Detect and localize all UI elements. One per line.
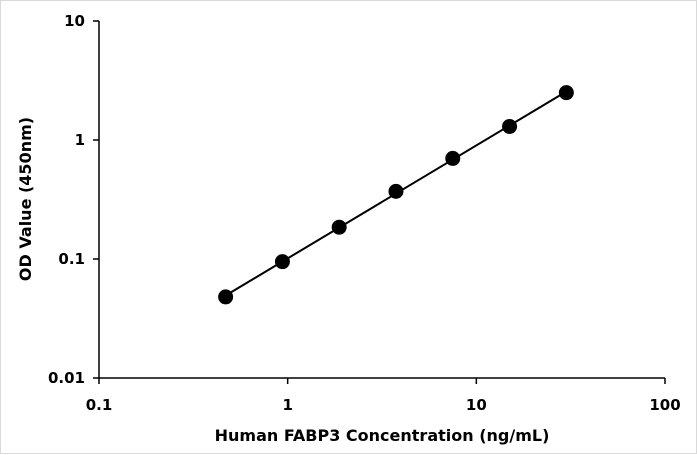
data-point-1 [274, 254, 290, 270]
x-tick-label-2: 10 [466, 396, 487, 414]
y-axis-title: OD Value (450nm) [16, 117, 35, 281]
data-point-3 [388, 183, 404, 199]
x-tick-label-1: 1 [282, 396, 292, 414]
data-point-4 [445, 150, 461, 166]
data-point-2 [331, 219, 347, 235]
y-tick-label-0: 0.01 [48, 369, 85, 387]
axes [98, 21, 665, 379]
data-point-6 [558, 85, 574, 101]
y-tick-label-1: 0.1 [58, 250, 85, 268]
x-tick-label-3: 100 [649, 396, 680, 414]
y-tick-label-3: 10 [64, 12, 85, 30]
axis-ticks [93, 20, 666, 384]
x-axis-title: Human FABP3 Concentration (ng/mL) [215, 426, 550, 445]
data-point-5 [502, 118, 518, 134]
x-tick-label-0: 0.1 [86, 396, 113, 414]
data-point-0 [218, 289, 234, 305]
y-tick-label-2: 1 [75, 131, 85, 149]
data-points [218, 85, 574, 305]
